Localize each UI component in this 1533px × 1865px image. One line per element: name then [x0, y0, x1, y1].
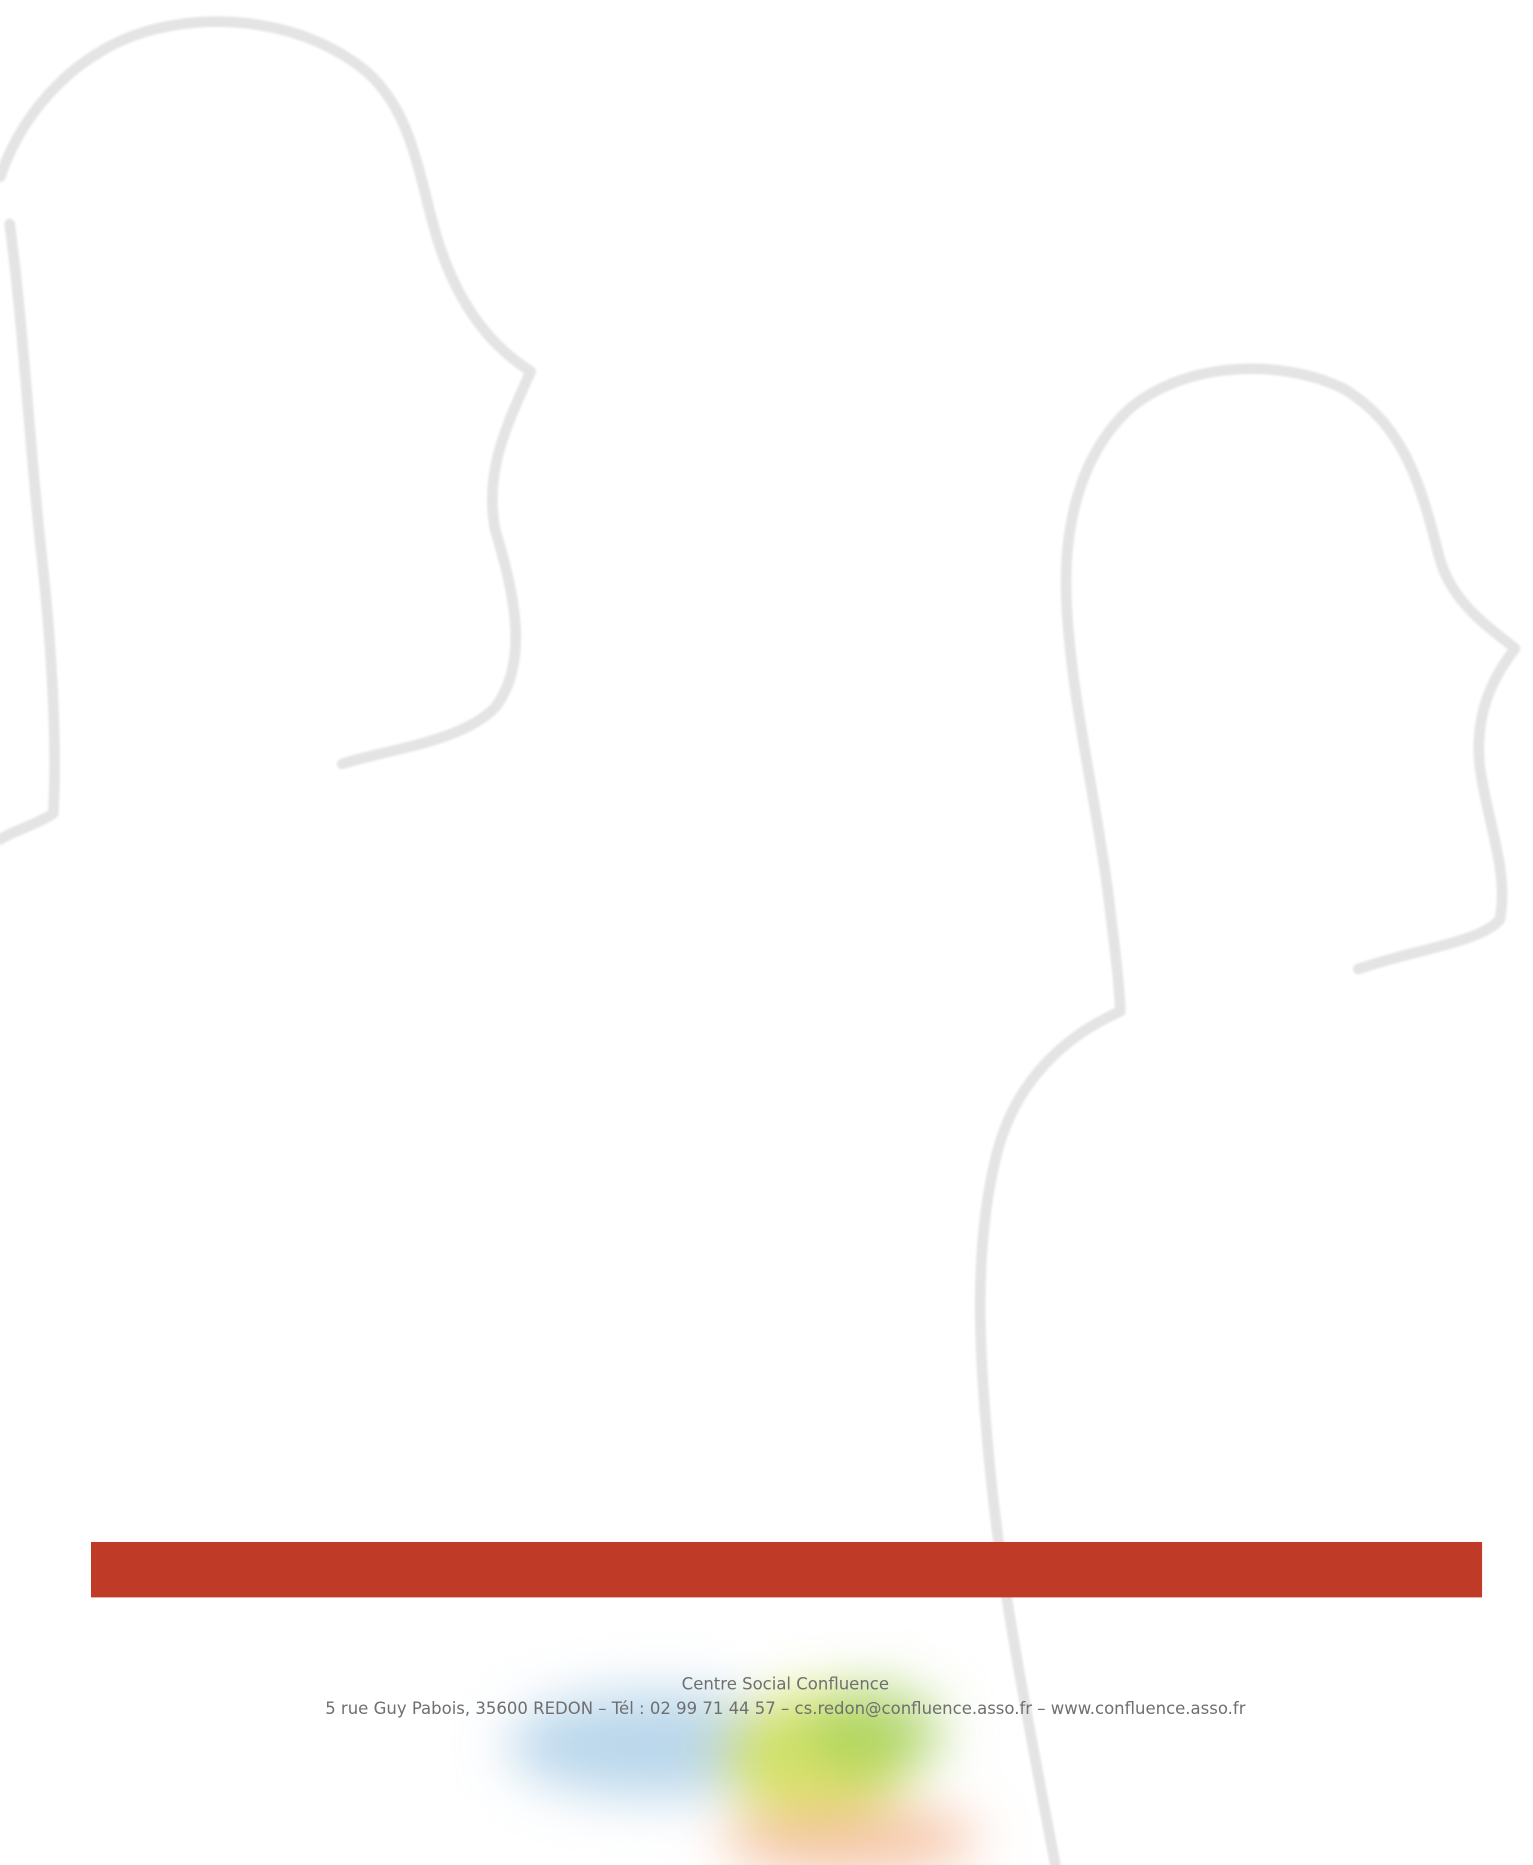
silhouette-left-back [0, 224, 54, 839]
silhouette-right [980, 369, 1515, 1865]
organization-name: Centre Social Confluence [682, 1674, 889, 1693]
red-band [91, 1542, 1482, 1597]
silhouette-left [0, 22, 530, 764]
letterhead: Centre Social Confluence 5 rue Guy Paboi… [0, 0, 1533, 1865]
watercolor-orange [719, 1804, 978, 1865]
page: {"footer": {"organization": "Centre Soci… [0, 0, 1533, 1865]
address-line: 5 rue Guy Pabois, 35600 REDON – Tél : 02… [325, 1699, 1246, 1718]
